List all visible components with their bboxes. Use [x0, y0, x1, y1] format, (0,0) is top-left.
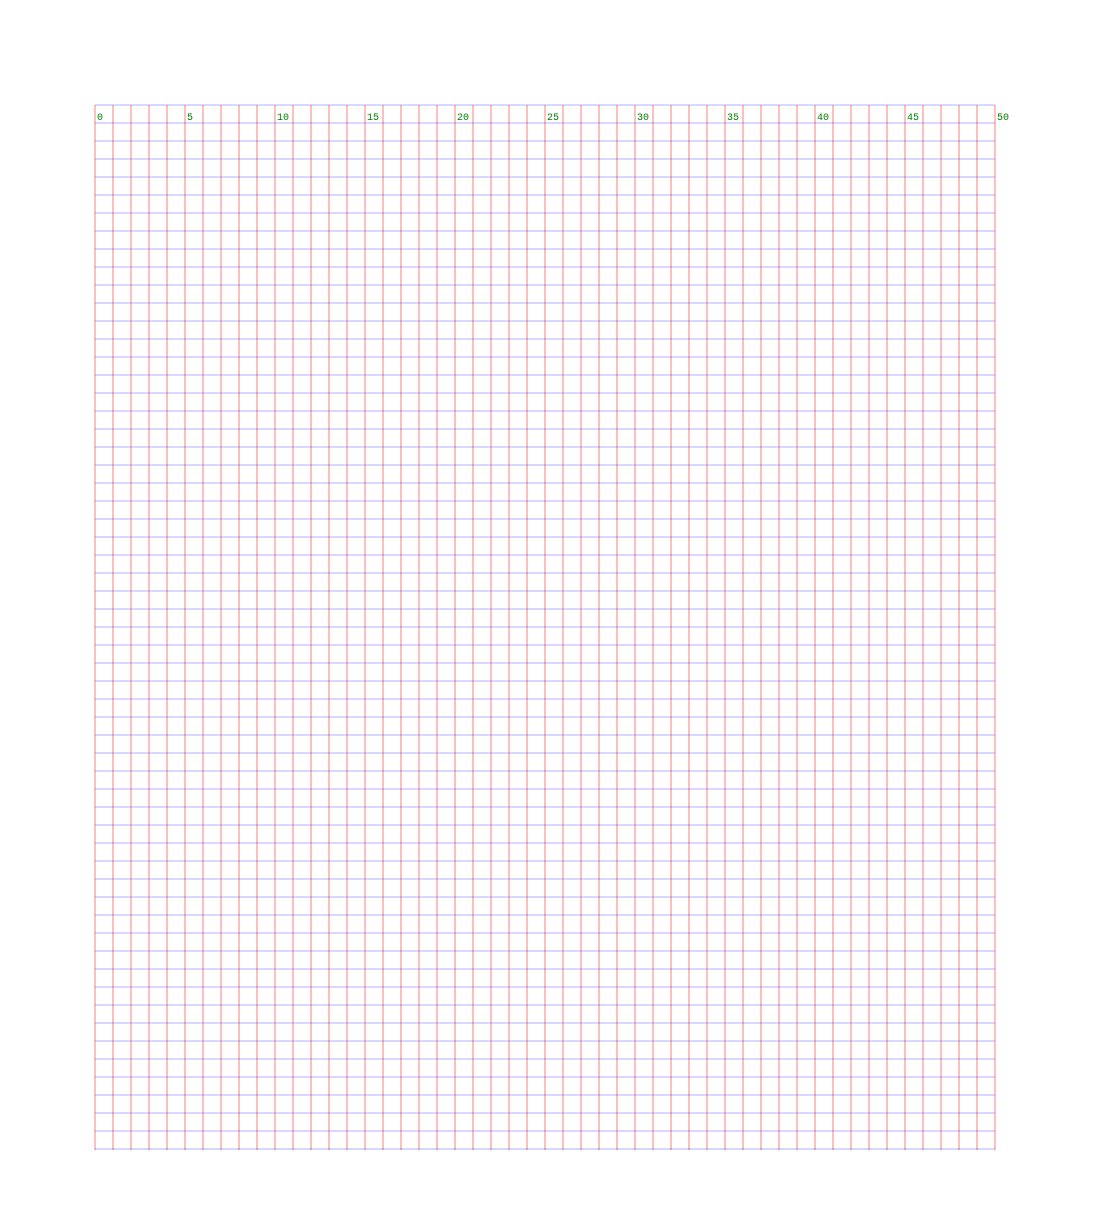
svg-text:10: 10: [277, 113, 289, 124]
svg-text:20: 20: [457, 113, 469, 124]
svg-text:15: 15: [367, 113, 379, 124]
svg-text:0: 0: [97, 113, 103, 124]
svg-text:45: 45: [907, 113, 919, 124]
svg-text:40: 40: [817, 113, 829, 124]
svg-text:25: 25: [547, 113, 559, 124]
svg-text:50: 50: [997, 113, 1009, 124]
svg-text:35: 35: [727, 113, 739, 124]
svg-text:30: 30: [637, 113, 649, 124]
svg-text:5: 5: [187, 113, 193, 124]
